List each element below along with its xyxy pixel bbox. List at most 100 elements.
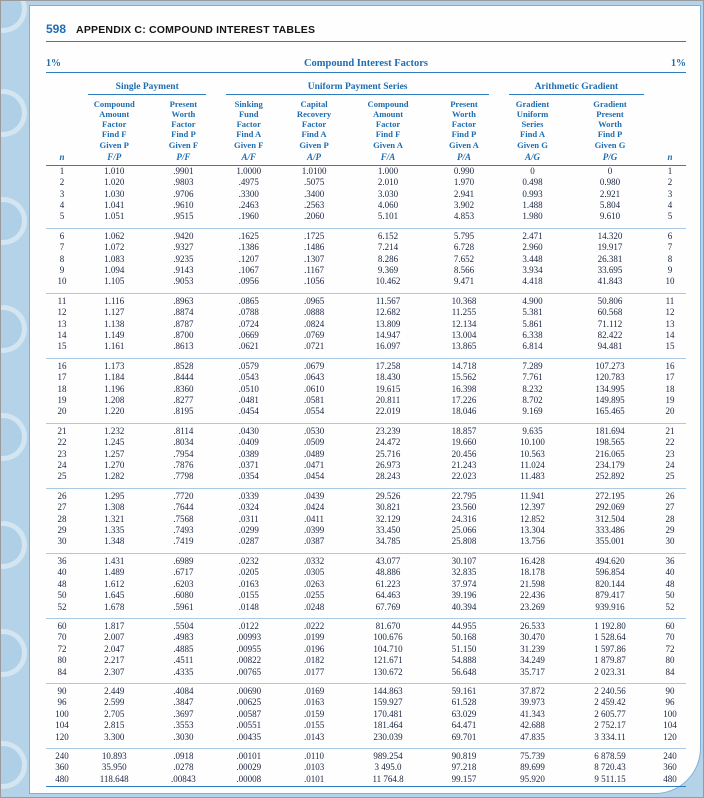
cell-value: .00101: [236, 750, 262, 761]
cell-value: .0865: [238, 295, 259, 306]
cell-n: 6: [667, 230, 673, 241]
cell-value: .0579: [238, 360, 259, 371]
cell-value: 333.486: [595, 525, 625, 536]
cell-value: 3 334.11: [594, 731, 626, 742]
cell-value: .9327: [173, 242, 194, 253]
cell-value: 4.060: [377, 199, 399, 210]
cell-value: 144.863: [373, 685, 403, 696]
cell-value: 20.811: [375, 395, 401, 406]
cell-value: .00993: [236, 632, 262, 643]
cell-value: .0354: [238, 471, 259, 482]
cell-value: 19.615: [375, 383, 401, 394]
cell-value: .0454: [303, 471, 325, 482]
cell-value: 1.161: [104, 341, 125, 352]
cell-value: 17.226: [451, 395, 477, 406]
cell-n: 4: [667, 199, 673, 210]
cell-n: 40: [57, 567, 67, 578]
cell-n: 90: [665, 685, 675, 696]
cell-value: 2.921: [599, 188, 621, 199]
cell-value: 16.428: [520, 555, 545, 566]
cell-value: .0471: [303, 460, 325, 471]
cell-n: 16: [57, 360, 67, 371]
cell-value: .0965: [303, 295, 325, 306]
cell-value: 16.097: [375, 341, 401, 352]
book-page: 598 APPENDIX C: COMPOUND INTEREST TABLES…: [29, 5, 701, 794]
cell-value: 8.702: [522, 395, 543, 406]
cell-n: 84: [57, 666, 67, 677]
block-separator: [46, 353, 686, 361]
cell-value: 23.239: [375, 425, 401, 436]
cell-value: 3.934: [522, 264, 543, 275]
cell-value: 1.489: [104, 567, 125, 578]
col-header-af: Sinking Fund Factor Find A Given F: [234, 99, 264, 150]
cell-value: .4335: [173, 666, 194, 677]
table-row: 60 1.817 .5504 .0122 .0222 81.670 44.955 26.533…: [46, 621, 686, 632]
cell-value: .8195: [173, 406, 194, 417]
cell-value: 1.051: [104, 211, 125, 222]
cell-value: .2060: [303, 211, 325, 222]
table-row: 480 118.648 .00843 .00008 .0101 11 764.8 99.15…: [46, 774, 686, 785]
cell-value: .2463: [238, 199, 259, 210]
cell-value: 312.504: [595, 513, 625, 524]
cell-value: .7568: [173, 513, 194, 524]
cell-n: 19: [665, 395, 675, 406]
cell-n: 3: [59, 188, 65, 199]
cell-value: .8700: [173, 329, 194, 340]
cell-value: 90.819: [451, 750, 477, 761]
cell-value: .1207: [238, 253, 259, 264]
cell-value: 35.717: [520, 666, 545, 677]
cell-value: .0232: [238, 555, 259, 566]
cell-value: 48.886: [375, 567, 401, 578]
cell-value: .0510: [238, 383, 259, 394]
table-row: 18 1.196 .8360 .0510 .0610 19.615 16.398 8.232 1…: [46, 384, 686, 395]
cell-value: 7.652: [453, 253, 475, 264]
cell-value: 89.699: [520, 762, 545, 773]
cell-value: 6.338: [522, 329, 543, 340]
cell-n: 120: [55, 731, 69, 742]
cell-value: .0679: [303, 360, 325, 371]
cell-value: .0163: [238, 578, 259, 589]
cell-n: 17: [665, 372, 675, 383]
table-row: 25 1.282 .7798 .0354 .0454 28.243 22.023 11.483…: [46, 471, 686, 482]
cell-value: 2.815: [104, 720, 125, 731]
table-row: 22 1.245 .8034 .0409 .0509 24.472 19.660 10.100…: [46, 437, 686, 448]
table-row: 48 1.612 .6203 .0163 .0263 61.223 37.974 21.598…: [46, 579, 686, 590]
cell-value: 1.220: [104, 406, 125, 417]
cell-n: 7: [59, 242, 65, 253]
cell-value: 134.995: [595, 383, 625, 394]
table-row: 240 10.893 .0918 .00101 .0110 989.254 90.819 75…: [46, 751, 686, 762]
table-row: 29 1.335 .7493 .0299 .0399 33.450 25.066 13.304…: [46, 525, 686, 536]
cell-value: 1.257: [104, 448, 125, 459]
cell-value: 234.179: [595, 460, 625, 471]
cell-n: 240: [55, 750, 69, 761]
cell-value: 16.398: [451, 383, 477, 394]
cell-value: .5075: [303, 177, 325, 188]
cell-value: .7493: [173, 525, 194, 536]
cell-value: .0621: [238, 341, 259, 352]
cell-value: 1.335: [104, 525, 125, 536]
symbol-header-row: n F/P P/F A/F A/P F/A P/A A/G P/G n: [46, 149, 686, 166]
cell-n: 29: [665, 525, 675, 536]
cell-value: 44.955: [451, 620, 477, 631]
cell-value: .0918: [173, 750, 194, 761]
cell-value: 1.0000: [236, 165, 262, 176]
cell-value: 34.249: [520, 655, 545, 666]
table-row: 50 1.645 .6080 .0155 .0255 64.463 39.196 22.436…: [46, 590, 686, 601]
cell-value: 272.195: [595, 490, 625, 501]
cell-value: .9901: [173, 165, 194, 176]
cell-n: 23: [665, 448, 675, 459]
cell-value: .0554: [303, 406, 325, 417]
cell-n: 50: [57, 590, 67, 601]
cell-value: 1 597.86: [594, 643, 626, 654]
cell-value: 355.001: [595, 536, 625, 547]
cell-value: .8528: [173, 360, 194, 371]
cell-value: .0169: [303, 685, 325, 696]
cell-value: 1.116: [104, 295, 125, 306]
cell-n: 104: [55, 720, 69, 731]
cell-value: .0155: [303, 720, 325, 731]
cell-n: 26: [665, 490, 675, 501]
cell-value: 1 528.64: [594, 632, 626, 643]
cell-value: .4983: [173, 632, 194, 643]
cell-value: 25.808: [451, 536, 477, 547]
cell-value: 1.645: [104, 590, 125, 601]
